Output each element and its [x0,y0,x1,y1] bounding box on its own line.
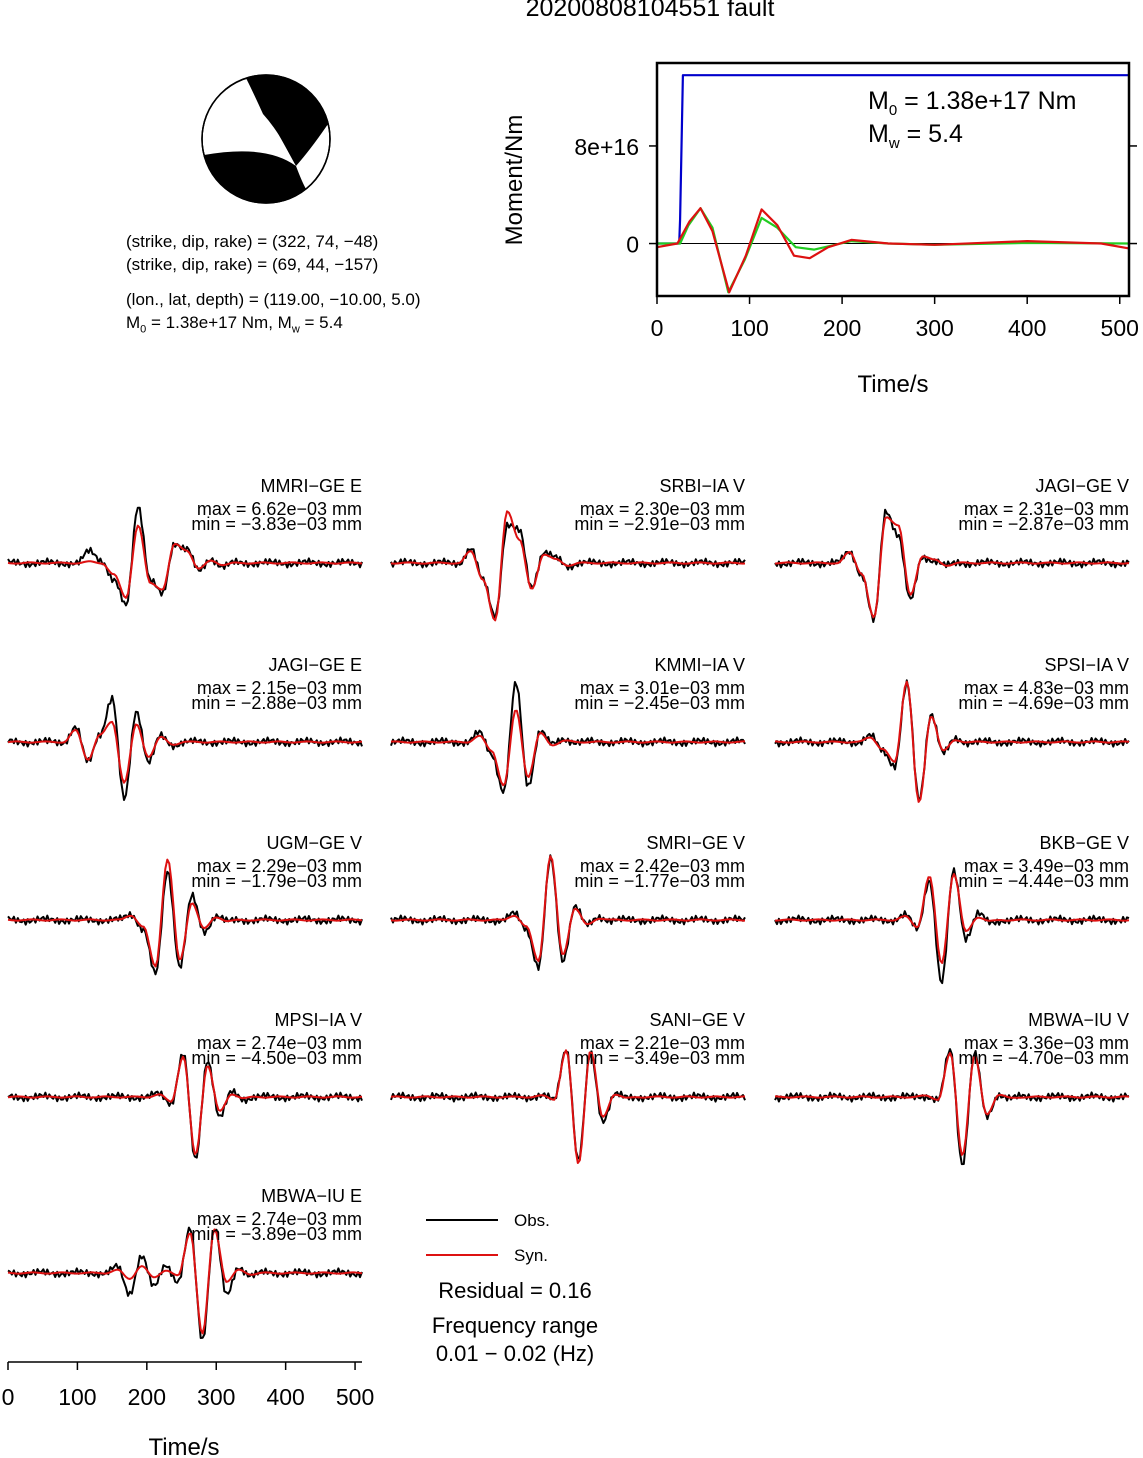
nodal-plane-2: (strike, dip, rake) = (69, 44, −157) [126,255,379,274]
station-max: max = 3.49e−03 mm [964,856,1129,876]
station-name: KMMI−IA V [654,655,745,675]
station-max: max = 2.74e−03 mm [197,1033,362,1053]
syn-trace [390,1049,746,1164]
station-min: min = −3.83e−03 mm [191,514,362,534]
wave-x-axis-label: Time/s [148,1434,219,1458]
syn-trace [7,1228,363,1335]
x-tick-label: 100 [730,315,768,341]
x-axis-label: Time/s [857,371,928,398]
station-min: min = −4.44e−03 mm [958,871,1129,891]
x-tick-label: 500 [1101,315,1139,341]
x-tick-label: 300 [915,315,953,341]
wave-x-tick-label: 100 [58,1384,96,1410]
station-name: SPSI−IA V [1044,655,1129,675]
syn-trace [390,510,746,622]
station-name: JAGI−GE V [1035,476,1129,496]
m0-annotation: M0 = 1.38e+17 Nm [868,87,1076,119]
syn-trace [7,858,363,968]
y-tick-label: 8e+16 [574,134,639,160]
station-name: MBWA−IU V [1028,1010,1129,1030]
nodal-plane-1: (strike, dip, rake) = (322, 74, −48) [126,232,379,251]
syn-trace [390,709,745,787]
wave-x-tick-label: 400 [266,1384,304,1410]
syn-trace [774,873,1130,964]
obs-trace [7,1226,363,1339]
station-max: max = 2.74e−03 mm [197,1209,362,1229]
station-name: MBWA−IU E [261,1186,362,1206]
wave-x-tick-label: 0 [2,1384,15,1410]
station-min: min = −3.49e−03 mm [574,1048,745,1068]
legend-syn-label: Syn. [514,1246,548,1265]
station-min: min = −2.88e−03 mm [191,693,362,713]
station-min: min = −2.91e−03 mm [574,514,745,534]
moment-series-1 [657,207,1130,294]
station-min: min = −4.69e−03 mm [958,693,1129,713]
station-max: max = 2.21e−03 mm [580,1033,745,1053]
moment-summary: M0 = 1.38e+17 Nm, Mw = 5.4 [126,313,343,336]
frequency-range-value: 0.01 − 0.02 (Hz) [435,1341,595,1366]
syn-trace [7,524,363,599]
syn-trace [774,680,1130,803]
station-max: max = 3.36e−03 mm [964,1033,1129,1053]
page-title: 20200808104551 fault [525,0,775,22]
moment-series-2 [656,207,1130,294]
station-name: MPSI−IA V [274,1010,362,1030]
legend-obs-label: Obs. [514,1211,550,1230]
syn-trace [7,1055,363,1155]
station-name: SMRI−GE V [646,833,745,853]
x-tick-label: 200 [823,315,861,341]
wave-x-tick-label: 200 [128,1384,166,1410]
obs-trace [774,679,1130,802]
station-min: min = −4.70e−03 mm [958,1048,1129,1068]
station-min: min = −4.50e−03 mm [191,1048,362,1068]
wave-x-tick-label: 300 [197,1384,235,1410]
residual-label: Residual = 0.16 [438,1278,592,1303]
obs-trace [390,521,746,621]
station-min: min = −1.77e−03 mm [574,871,745,891]
y-tick-label: 0 [626,232,639,258]
station-min: min = −1.79e−03 mm [191,871,362,891]
station-name: BKB−GE V [1039,833,1129,853]
station-min: min = −3.89e−03 mm [191,1224,362,1244]
x-tick-label: 0 [651,315,664,341]
station-name: JAGI−GE E [268,655,362,675]
obs-trace [390,1050,746,1161]
station-max: max = 2.30e−03 mm [580,499,745,519]
station-name: SRBI−IA V [659,476,745,496]
beachball-icon [201,74,331,204]
station-max: max = 2.29e−03 mm [197,856,362,876]
station-max: max = 6.62e−03 mm [197,499,362,519]
legend: Obs. Syn. [426,1211,550,1265]
obs-trace [774,1048,1130,1166]
syn-trace [7,720,363,784]
mw-annotation: Mw = 5.4 [868,120,963,152]
station-max: max = 2.31e−03 mm [964,499,1129,519]
station-max: max = 4.83e−03 mm [964,678,1129,698]
station-max: max = 2.42e−03 mm [580,856,745,876]
obs-trace [7,1053,363,1159]
syn-trace [390,855,745,963]
y-axis-label: Moment/Nm [501,115,528,246]
station-min: min = −2.87e−03 mm [958,514,1129,534]
x-tick-label: 400 [1008,315,1046,341]
station-min: min = −2.45e−03 mm [574,693,745,713]
station-max: max = 3.01e−03 mm [580,678,745,698]
frequency-range-label: Frequency range [431,1313,599,1338]
syn-trace [775,1052,1130,1156]
syn-trace [774,516,1130,619]
station-name: SANI−GE V [649,1010,745,1030]
wave-x-tick-label: 500 [336,1384,374,1410]
station-name: UGM−GE V [266,833,362,853]
station-max: max = 2.15e−03 mm [197,678,362,698]
hypocenter: (lon., lat, depth) = (119.00, −10.00, 5.… [126,290,421,309]
plot-frame [655,61,1131,298]
station-name: MMRI−GE E [260,476,362,496]
